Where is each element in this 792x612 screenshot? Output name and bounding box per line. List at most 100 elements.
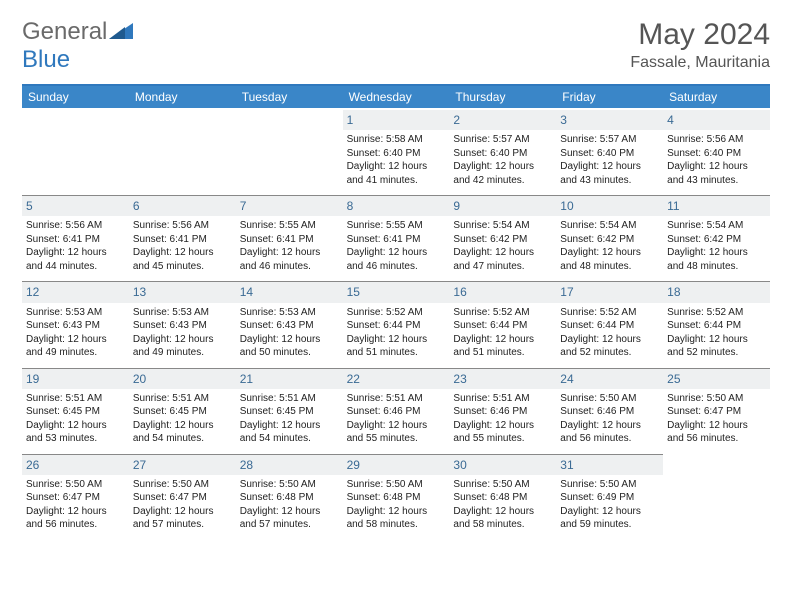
- day-number: 14: [236, 281, 343, 302]
- daylight-text: Daylight: 12 hours and 55 minutes.: [347, 419, 446, 446]
- sunset-text: Sunset: 6:47 PM: [133, 491, 232, 505]
- day-cell: 19 Sunrise: 5:51 AMSunset: 6:45 PMDayligh…: [22, 366, 129, 452]
- sunrise-text: Sunrise: 5:53 AM: [133, 306, 232, 320]
- sunset-text: Sunset: 6:47 PM: [667, 405, 766, 419]
- daylight-text: Daylight: 12 hours and 48 minutes.: [667, 246, 766, 273]
- daylight-text: Daylight: 12 hours and 53 minutes.: [26, 419, 125, 446]
- day-number: 1: [343, 110, 450, 130]
- day-header-row: Sunday Monday Tuesday Wednesday Thursday…: [22, 86, 770, 108]
- day-number: 27: [129, 454, 236, 475]
- sunrise-text: Sunrise: 5:56 AM: [26, 219, 125, 233]
- sunrise-text: Sunrise: 5:55 AM: [347, 219, 446, 233]
- week-row: 19Sunrise: 5:51 AMSunset: 6:45 PMDayligh…: [22, 366, 770, 452]
- day-cell: 17Sunrise: 5:52 AMSunset: 6:44 PMDayligh…: [556, 279, 663, 365]
- sunset-text: Sunset: 6:43 PM: [133, 319, 232, 333]
- sunrise-text: Sunrise: 5:50 AM: [347, 478, 446, 492]
- sunset-text: Sunset: 6:48 PM: [347, 491, 446, 505]
- day-number: 31: [556, 454, 663, 475]
- day-number: 21: [236, 368, 343, 389]
- day-cell: 22Sunrise: 5:51 AMSunset: 6:46 PMDayligh…: [343, 366, 450, 452]
- daylight-text: Daylight: 12 hours and 51 minutes.: [453, 333, 552, 360]
- day-number: 6: [129, 195, 236, 216]
- daylight-text: Daylight: 12 hours and 43 minutes.: [667, 160, 766, 187]
- sunset-text: Sunset: 6:40 PM: [560, 147, 659, 161]
- daylight-text: Daylight: 12 hours and 58 minutes.: [453, 505, 552, 532]
- logo-text-blue: Blue: [22, 46, 70, 74]
- day-number: 30: [449, 454, 556, 475]
- day-header: Sunday: [22, 86, 129, 108]
- sunrise-text: Sunrise: 5:52 AM: [560, 306, 659, 320]
- sunset-text: Sunset: 6:44 PM: [560, 319, 659, 333]
- sunrise-text: Sunrise: 5:52 AM: [347, 306, 446, 320]
- sunset-text: Sunset: 6:41 PM: [133, 233, 232, 247]
- day-cell: 24Sunrise: 5:50 AMSunset: 6:46 PMDayligh…: [556, 366, 663, 452]
- logo-text-general: General: [22, 18, 107, 46]
- day-number: 7: [236, 195, 343, 216]
- sunrise-text: Sunrise: 5:50 AM: [560, 478, 659, 492]
- day-number: 10: [556, 195, 663, 216]
- sunset-text: Sunset: 6:42 PM: [560, 233, 659, 247]
- daylight-text: Daylight: 12 hours and 54 minutes.: [240, 419, 339, 446]
- day-cell: 29Sunrise: 5:50 AMSunset: 6:48 PMDayligh…: [343, 452, 450, 538]
- day-cell: 26Sunrise: 5:50 AMSunset: 6:47 PMDayligh…: [22, 452, 129, 538]
- day-cell: 27 Sunrise: 5:50 AMSunset: 6:47 PMDayligh…: [129, 452, 236, 538]
- sunset-text: Sunset: 6:44 PM: [347, 319, 446, 333]
- sunrise-text: Sunrise: 5:51 AM: [26, 392, 125, 406]
- daylight-text: Daylight: 12 hours and 47 minutes.: [453, 246, 552, 273]
- day-cell: 3Sunrise: 5:57 AMSunset: 6:40 PMDaylight…: [556, 108, 663, 193]
- daylight-text: Daylight: 12 hours and 57 minutes.: [133, 505, 232, 532]
- day-cell: [129, 108, 236, 193]
- day-number: 13: [129, 281, 236, 302]
- day-cell: 5Sunrise: 5:56 AMSunset: 6:41 PMDaylight…: [22, 193, 129, 279]
- day-cell: [663, 452, 770, 538]
- day-cell: 7Sunrise: 5:55 AMSunset: 6:41 PMDaylight…: [236, 193, 343, 279]
- daylight-text: Daylight: 12 hours and 46 minutes.: [240, 246, 339, 273]
- day-cell: 30Sunrise: 5:50 AMSunset: 6:48 PMDayligh…: [449, 452, 556, 538]
- week-row: 26Sunrise: 5:50 AMSunset: 6:47 PMDayligh…: [22, 452, 770, 538]
- sunset-text: Sunset: 6:46 PM: [560, 405, 659, 419]
- day-cell: 13Sunrise: 5:53 AMSunset: 6:43 PMDayligh…: [129, 279, 236, 365]
- day-cell: 18Sunrise: 5:52 AMSunset: 6:44 PMDayligh…: [663, 279, 770, 365]
- day-number: 28: [236, 454, 343, 475]
- sunrise-text: Sunrise: 5:50 AM: [560, 392, 659, 406]
- week-row: 5Sunrise: 5:56 AMSunset: 6:41 PMDaylight…: [22, 193, 770, 279]
- sunrise-text: Sunrise: 5:50 AM: [453, 478, 552, 492]
- sunrise-text: Sunrise: 5:53 AM: [240, 306, 339, 320]
- sunrise-text: Sunrise: 5:50 AM: [667, 392, 766, 406]
- daylight-text: Daylight: 12 hours and 50 minutes.: [240, 333, 339, 360]
- daylight-text: Daylight: 12 hours and 56 minutes.: [667, 419, 766, 446]
- sunrise-text: Sunrise: 5:54 AM: [667, 219, 766, 233]
- day-number: 19: [22, 368, 129, 389]
- day-number: 18: [663, 281, 770, 302]
- day-cell: 11Sunrise: 5:54 AMSunset: 6:42 PMDayligh…: [663, 193, 770, 279]
- daylight-text: Daylight: 12 hours and 42 minutes.: [453, 160, 552, 187]
- day-number: 8: [343, 195, 450, 216]
- sunset-text: Sunset: 6:45 PM: [240, 405, 339, 419]
- sunset-text: Sunset: 6:40 PM: [347, 147, 446, 161]
- header: General May 2024 Fassale, Mauritania: [22, 18, 770, 72]
- day-number: 17: [556, 281, 663, 302]
- day-cell: 12Sunrise: 5:53 AMSunset: 6:43 PMDayligh…: [22, 279, 129, 365]
- sunset-text: Sunset: 6:45 PM: [26, 405, 125, 419]
- sunrise-text: Sunrise: 5:50 AM: [133, 478, 232, 492]
- sunset-text: Sunset: 6:49 PM: [560, 491, 659, 505]
- day-header: Friday: [556, 86, 663, 108]
- day-cell: 23Sunrise: 5:51 AMSunset: 6:46 PMDayligh…: [449, 366, 556, 452]
- sunrise-text: Sunrise: 5:51 AM: [240, 392, 339, 406]
- day-header: Tuesday: [236, 86, 343, 108]
- sunrise-text: Sunrise: 5:52 AM: [453, 306, 552, 320]
- sunrise-text: Sunrise: 5:58 AM: [347, 133, 446, 147]
- sunset-text: Sunset: 6:42 PM: [453, 233, 552, 247]
- day-cell: 14Sunrise: 5:53 AMSunset: 6:43 PMDayligh…: [236, 279, 343, 365]
- sunset-text: Sunset: 6:46 PM: [453, 405, 552, 419]
- calendar: Sunday Monday Tuesday Wednesday Thursday…: [22, 84, 770, 538]
- logo: General: [22, 18, 133, 46]
- day-cell: [22, 108, 129, 193]
- sunrise-text: Sunrise: 5:50 AM: [240, 478, 339, 492]
- sunrise-text: Sunrise: 5:54 AM: [453, 219, 552, 233]
- sunset-text: Sunset: 6:43 PM: [26, 319, 125, 333]
- daylight-text: Daylight: 12 hours and 51 minutes.: [347, 333, 446, 360]
- day-cell: 9Sunrise: 5:54 AMSunset: 6:42 PMDaylight…: [449, 193, 556, 279]
- day-cell: 21 Sunrise: 5:51 AMSunset: 6:45 PMDayligh…: [236, 366, 343, 452]
- sunrise-text: Sunrise: 5:56 AM: [667, 133, 766, 147]
